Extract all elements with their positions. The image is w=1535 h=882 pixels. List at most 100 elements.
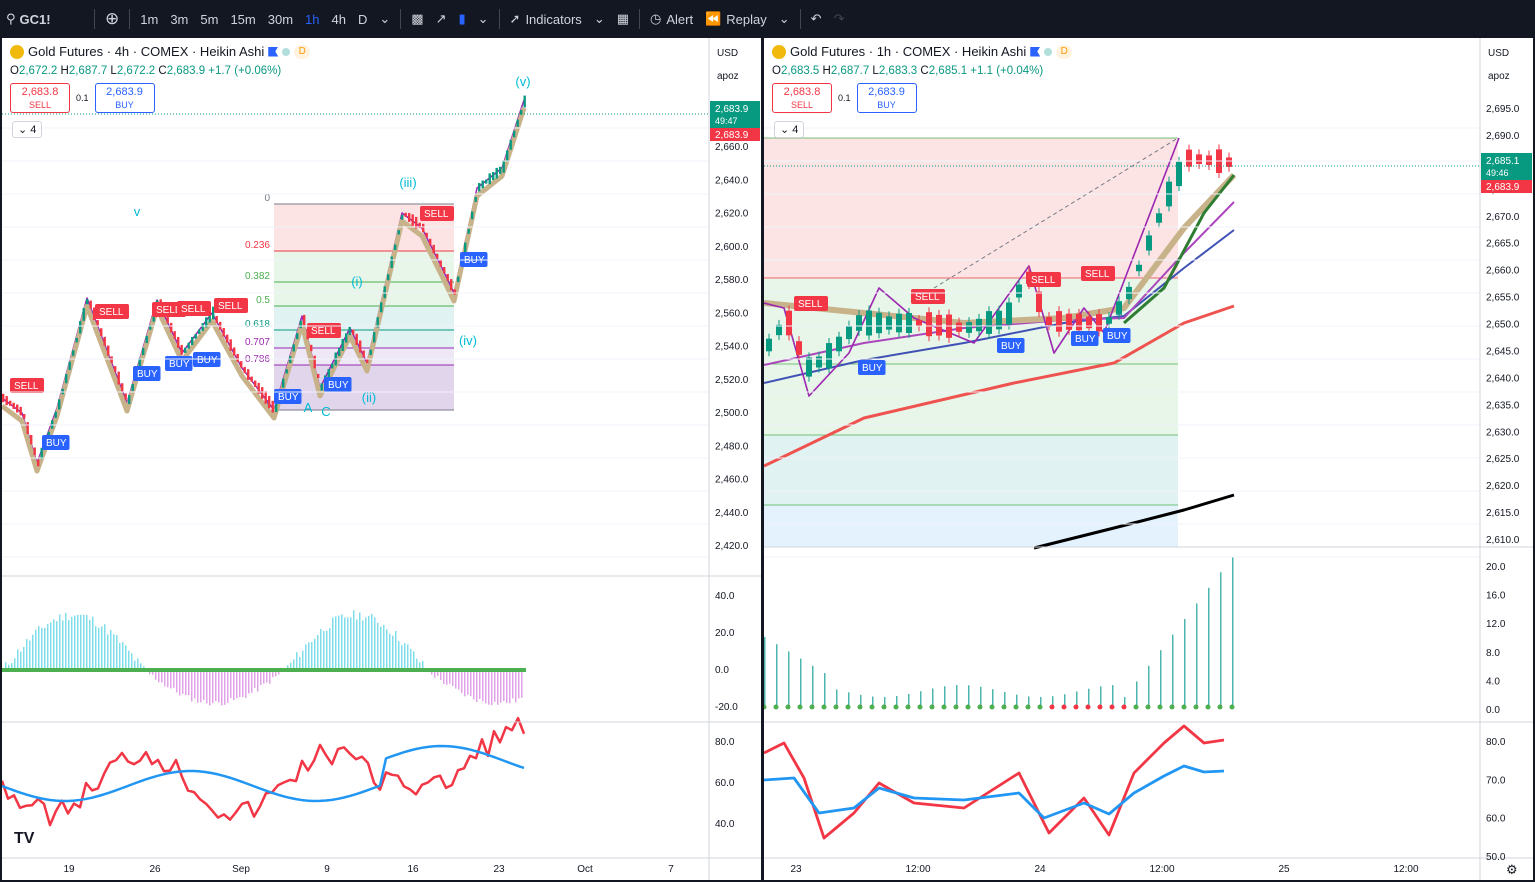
- candle: [317, 373, 320, 379]
- osc-bar: [464, 670, 466, 697]
- candle: [33, 447, 36, 456]
- legend-collapse-button[interactable]: ⌄ 4: [774, 121, 805, 138]
- indicator-count: 4: [792, 124, 799, 136]
- undo-button[interactable]: ↶: [805, 0, 828, 38]
- candle: [425, 232, 428, 238]
- candle: [796, 341, 802, 355]
- replay-label: Replay: [726, 11, 767, 27]
- sell-signal-tag-bg: [177, 301, 211, 316]
- sell-signal-tag-bg: [420, 206, 454, 221]
- bar-type-button[interactable]: ▩: [405, 0, 429, 38]
- tradingview-logo: TV: [14, 830, 35, 847]
- sell-button[interactable]: 2,683.8 SELL: [772, 83, 832, 113]
- osc-bar: [272, 670, 274, 678]
- replay-button[interactable]: ⏪ Replay: [699, 0, 773, 38]
- interval-4h[interactable]: 4h: [331, 11, 346, 27]
- symbol-search[interactable]: ⚲ GC1!: [0, 0, 90, 38]
- chart-canvas-1h[interactable]: SELL SELL SELL SELL BUY BUY BUY BUY USD apoz 2,695…: [764, 38, 1533, 880]
- candle: [191, 336, 194, 346]
- replay-dropdown[interactable]: ⌄: [773, 0, 796, 38]
- candle: [373, 332, 376, 343]
- osc-bar: [161, 670, 163, 683]
- divider: [129, 9, 131, 29]
- osc-bar: [110, 630, 112, 670]
- interval-30m[interactable]: 30m: [267, 11, 294, 27]
- candle-type-button[interactable]: ▮: [452, 0, 471, 38]
- legend-collapse-button[interactable]: ⌄ 4: [12, 121, 43, 138]
- osc-bar: [398, 641, 400, 670]
- data-badge[interactable]: D: [294, 44, 311, 59]
- candle: [75, 337, 78, 343]
- interval-dropdown[interactable]: ⌄: [373, 0, 396, 38]
- osc-bar: [263, 670, 265, 684]
- candle: [390, 256, 393, 269]
- osc-bar: [515, 670, 517, 703]
- alert-button[interactable]: ◷ Alert: [644, 0, 699, 38]
- candle: [205, 317, 208, 328]
- price-tick-label: 2,695.0: [1486, 104, 1520, 115]
- candle: [226, 334, 229, 343]
- osc-bar: [422, 660, 424, 670]
- wave-label: (ii): [362, 390, 376, 405]
- buy-button[interactable]: 2,683.9 BUY: [94, 83, 155, 113]
- interval-1m[interactable]: 1m: [140, 11, 159, 27]
- interval-1h[interactable]: 1h: [305, 11, 320, 27]
- gold-coin-icon: [10, 44, 24, 59]
- time-tick-label: 7: [668, 864, 674, 875]
- chart-panel-4h[interactable]: 0 0.236 0.382 0.5 0.618 0.707 0.786 1 SELL SELL SE…: [2, 38, 761, 880]
- osc-tick-label: 40.0: [715, 591, 735, 602]
- interval-15m[interactable]: 15m: [230, 11, 256, 27]
- osc-bar: [992, 689, 994, 707]
- candle: [299, 320, 302, 329]
- line-type-button[interactable]: ↗: [430, 0, 453, 38]
- flag-icon[interactable]: [1030, 46, 1041, 57]
- candle: [233, 347, 236, 356]
- osc-bar: [860, 694, 862, 707]
- osc-tick-label: 12.0: [1486, 619, 1506, 630]
- divider: [639, 9, 641, 29]
- indicators-button[interactable]: ➚ Indicators: [504, 0, 588, 38]
- interval-d[interactable]: D: [357, 11, 368, 27]
- osc-bar: [482, 670, 484, 702]
- data-badge[interactable]: D: [1056, 44, 1073, 59]
- flag-icon[interactable]: [268, 46, 279, 57]
- osc-bar: [164, 670, 166, 687]
- sell-label: SELL: [790, 100, 814, 110]
- osc-bar: [302, 650, 304, 670]
- wave-label: A: [304, 400, 313, 415]
- chart-title[interactable]: Gold Futures · 4h · COMEX · Heikin Ashi: [28, 44, 265, 59]
- chart-title[interactable]: Gold Futures · 1h · COMEX · Heikin Ashi: [790, 44, 1027, 59]
- osc-bar: [392, 635, 394, 670]
- fib-level-label: 0.707: [245, 337, 270, 348]
- candle: [345, 333, 348, 343]
- candle: [359, 340, 362, 353]
- bid-price-tag-bg: [710, 128, 760, 141]
- osc-dot: [1061, 704, 1067, 710]
- chart-type-dropdown[interactable]: ⌄: [472, 0, 495, 38]
- ema-200-line: [764, 304, 1235, 468]
- osc-bar: [149, 670, 151, 675]
- templates-button[interactable]: ▦: [611, 0, 635, 38]
- time-tick-label: 12:00: [1149, 864, 1174, 875]
- buy-button[interactable]: 2,683.9 BUY: [856, 83, 917, 113]
- osc-bar: [371, 613, 373, 670]
- wave-label: (i): [351, 274, 363, 289]
- compare-button[interactable]: ⊕: [99, 0, 125, 38]
- osc-bar: [254, 670, 256, 688]
- candle: [313, 355, 316, 369]
- osc-tick-label: -20.0: [715, 702, 738, 713]
- osc-bar: [1040, 696, 1042, 707]
- interval-3m[interactable]: 3m: [170, 11, 189, 27]
- osc-bar: [44, 627, 46, 670]
- osc-bar: [125, 645, 127, 670]
- indicators-dropdown[interactable]: ⌄: [588, 0, 611, 38]
- candle: [93, 307, 96, 321]
- interval-5m[interactable]: 5m: [200, 11, 219, 27]
- osc-bar: [140, 663, 142, 670]
- sell-button[interactable]: 2,683.8 SELL: [10, 83, 70, 113]
- osc-bar: [1100, 686, 1102, 707]
- chart-panel-1h[interactable]: SELL SELL SELL SELL BUY BUY BUY BUY USD apoz 2,695…: [764, 38, 1533, 880]
- osc-bar: [287, 665, 289, 670]
- osc-bar: [8, 664, 10, 670]
